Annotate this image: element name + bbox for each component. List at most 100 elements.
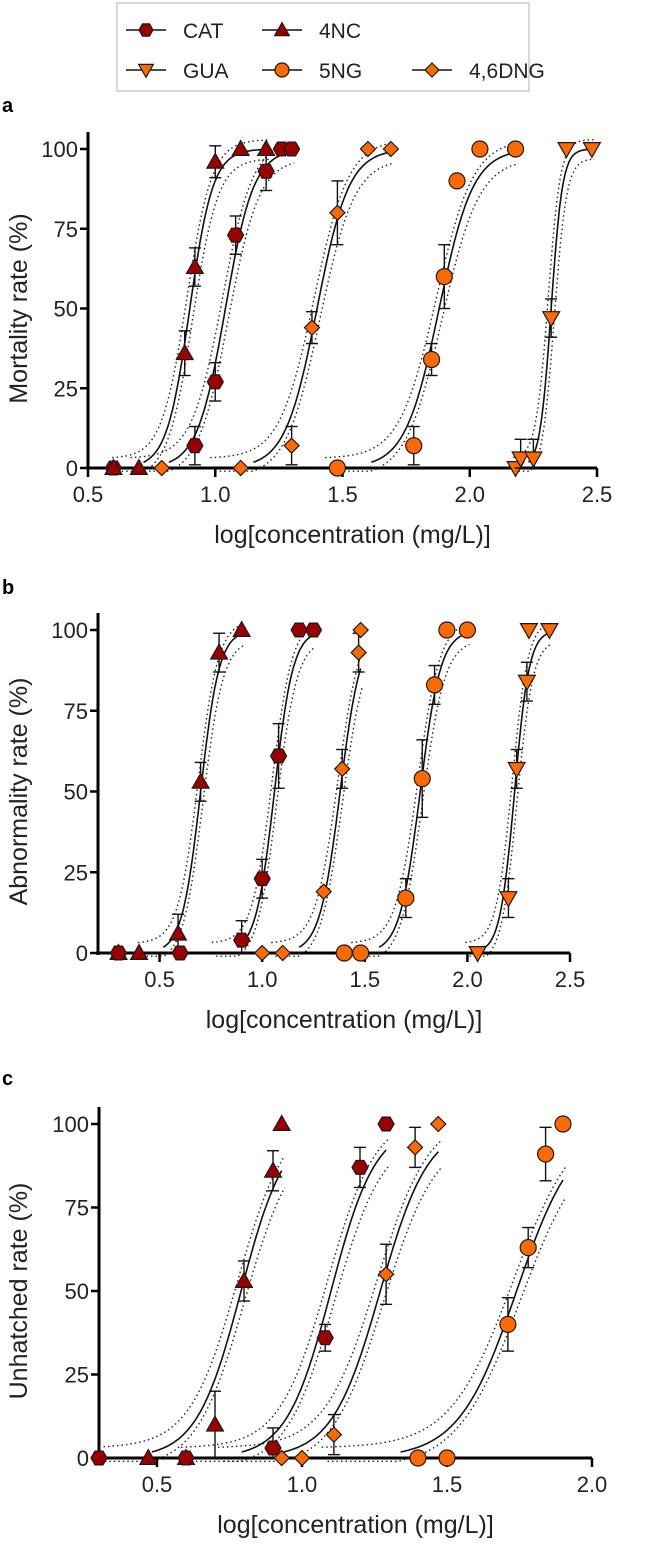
data-point bbox=[269, 748, 288, 764]
data-point bbox=[458, 621, 476, 639]
legend-item-5ng: 5NG bbox=[262, 60, 362, 83]
data-point bbox=[129, 458, 149, 475]
data-point bbox=[405, 437, 423, 455]
data-point bbox=[582, 142, 602, 159]
data-point bbox=[206, 374, 224, 390]
data-point bbox=[351, 1159, 369, 1175]
chart-panel-b: b 0 25 50 75 100 0.5 1.0 1.5 2.0 2.5 log[concentrat… bbox=[2, 577, 585, 1034]
confidence-band-upper bbox=[217, 1139, 442, 1448]
confidence-band-upper bbox=[325, 142, 519, 459]
legend-item-46dng: 4,6DNG bbox=[412, 60, 545, 83]
legend-marker-triangle-up-icon bbox=[273, 21, 291, 37]
data-point bbox=[377, 1116, 395, 1132]
fit-curve bbox=[400, 1179, 564, 1453]
data-point bbox=[519, 1238, 537, 1257]
confidence-band-upper bbox=[271, 651, 364, 944]
x-tick-label: 1.0 bbox=[247, 967, 278, 992]
data-point bbox=[177, 1450, 195, 1466]
data-point bbox=[303, 319, 321, 336]
series-cat bbox=[109, 622, 323, 961]
data-point bbox=[253, 944, 271, 962]
data-point bbox=[409, 1449, 427, 1467]
data-point bbox=[175, 343, 195, 361]
confidence-band-upper bbox=[98, 1155, 286, 1448]
data-point bbox=[185, 257, 205, 275]
x-tick-label: 2.5 bbox=[582, 482, 613, 507]
data-point bbox=[438, 1449, 456, 1467]
data-point bbox=[104, 458, 123, 475]
x-axis-title: log[concentration (mg/L)] bbox=[206, 1006, 483, 1034]
data-point bbox=[554, 1115, 572, 1133]
legend-label: 4NC bbox=[319, 20, 361, 43]
data-point bbox=[377, 1265, 395, 1283]
y-tick-label: 100 bbox=[41, 137, 78, 162]
fit-curve bbox=[253, 151, 392, 464]
fit-curve bbox=[378, 632, 468, 948]
data-point bbox=[448, 172, 466, 190]
data-point bbox=[350, 644, 367, 661]
confidence-band-upper bbox=[465, 621, 552, 944]
y-tick-label: 0 bbox=[77, 1446, 89, 1471]
legend-box bbox=[116, 2, 530, 92]
confidence-band-upper bbox=[351, 622, 470, 944]
legend-label: CAT bbox=[183, 20, 224, 43]
panel-label: a bbox=[2, 95, 14, 117]
series-cat bbox=[90, 1116, 395, 1466]
data-point bbox=[290, 622, 308, 638]
confidence-band-lower bbox=[135, 162, 295, 472]
x-tick-label: 1.0 bbox=[200, 482, 231, 507]
confidence-band-lower bbox=[104, 1187, 286, 1462]
x-tick-label: 0.5 bbox=[142, 1472, 173, 1497]
x-tick-label: 0.5 bbox=[73, 482, 104, 507]
confidence-band-upper bbox=[211, 624, 316, 944]
fit-curve bbox=[371, 151, 516, 464]
data-point bbox=[168, 924, 188, 941]
y-tick-label: 25 bbox=[54, 376, 78, 401]
data-point bbox=[109, 945, 128, 961]
series-5ng bbox=[325, 140, 525, 477]
confidence-band-lower bbox=[355, 643, 470, 957]
y-tick-label: 25 bbox=[65, 1363, 89, 1388]
data-point bbox=[397, 889, 415, 907]
data-point bbox=[226, 227, 245, 243]
data-point bbox=[129, 943, 149, 961]
legend-label: 4,6DNG bbox=[469, 60, 545, 83]
y-tick-label: 75 bbox=[64, 699, 88, 724]
legend-marker-triangle-down-icon bbox=[137, 63, 155, 79]
legend-marker-circle-icon bbox=[274, 62, 290, 78]
legend-label: GUA bbox=[183, 60, 229, 83]
fit-curve bbox=[168, 151, 292, 464]
x-tick-label: 2.0 bbox=[454, 482, 485, 507]
data-point bbox=[468, 945, 488, 963]
legend-item-cat: CAT bbox=[126, 20, 224, 43]
fit-curve bbox=[162, 633, 242, 948]
confidence-band-lower bbox=[275, 685, 364, 957]
data-point bbox=[413, 769, 431, 788]
series-46dng bbox=[217, 1115, 447, 1467]
series-4nc bbox=[109, 620, 252, 961]
data-point bbox=[540, 622, 559, 640]
x-axis-title: log[concentration (mg/L)] bbox=[214, 521, 491, 549]
legend-marker-diamond-icon bbox=[424, 62, 440, 78]
series-5ng bbox=[321, 1115, 572, 1467]
data-point bbox=[429, 1115, 447, 1133]
fit-curve bbox=[283, 1151, 439, 1453]
data-point bbox=[435, 268, 453, 286]
confidence-band-lower bbox=[215, 162, 394, 472]
confidence-band-lower bbox=[518, 158, 595, 472]
data-point bbox=[422, 350, 441, 369]
data-point bbox=[234, 1271, 254, 1288]
y-tick-label: 50 bbox=[54, 297, 78, 322]
confidence-band-lower bbox=[117, 158, 269, 472]
y-tick-label: 50 bbox=[65, 1279, 89, 1304]
data-point bbox=[329, 204, 346, 222]
x-tick-label: 2.0 bbox=[452, 967, 483, 992]
data-point bbox=[256, 139, 276, 156]
data-point bbox=[523, 451, 543, 469]
confidence-band-upper bbox=[210, 141, 394, 459]
y-axis-title: Mortality rate (%) bbox=[5, 213, 33, 403]
data-point bbox=[186, 438, 204, 454]
data-point bbox=[536, 1145, 555, 1163]
data-point bbox=[209, 642, 229, 660]
